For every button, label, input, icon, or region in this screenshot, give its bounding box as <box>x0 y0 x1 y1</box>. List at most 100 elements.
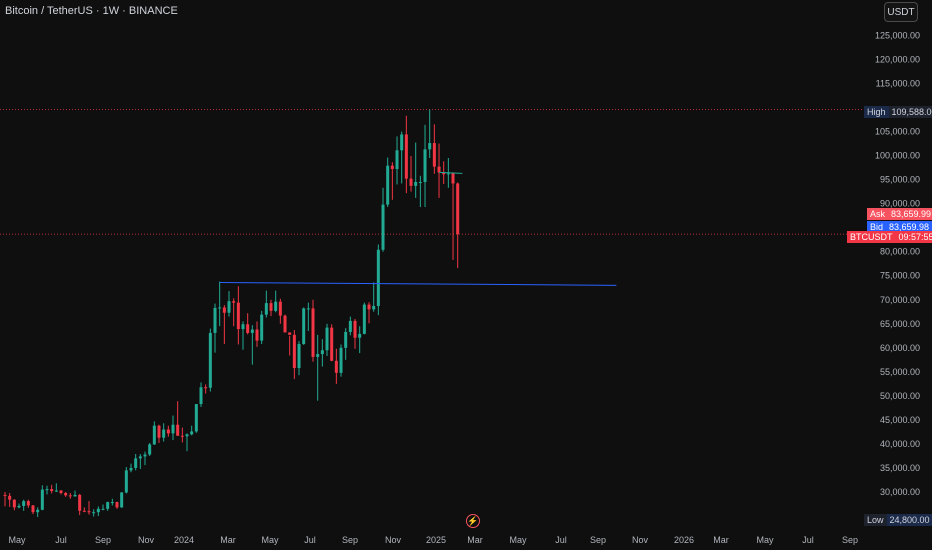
candle-body[interactable] <box>138 456 142 459</box>
candle-body[interactable] <box>166 429 170 434</box>
candle-body[interactable] <box>381 204 385 250</box>
candle-body[interactable] <box>124 470 128 493</box>
candle-body[interactable] <box>316 354 320 357</box>
candle-body[interactable] <box>185 434 189 437</box>
candle-body[interactable] <box>73 494 77 497</box>
candle-body[interactable] <box>120 492 124 508</box>
candle-body[interactable] <box>241 324 245 330</box>
candle-body[interactable] <box>456 183 460 235</box>
candle-body[interactable] <box>372 306 376 310</box>
candle-body[interactable] <box>353 320 357 338</box>
candle-body[interactable] <box>78 494 82 511</box>
candle-body[interactable] <box>451 173 455 184</box>
candle-body[interactable] <box>269 303 273 311</box>
candle-body[interactable] <box>344 331 348 348</box>
candle-body[interactable] <box>101 508 105 510</box>
candle-body[interactable] <box>162 429 166 438</box>
candle-body[interactable] <box>400 134 404 151</box>
candle-body[interactable] <box>227 301 231 313</box>
candle-body[interactable] <box>31 505 35 513</box>
candle-body[interactable] <box>278 301 282 316</box>
candle-body[interactable] <box>334 360 338 373</box>
candle-body[interactable] <box>446 173 450 175</box>
candle-body[interactable] <box>260 314 264 341</box>
candle-body[interactable] <box>311 308 315 357</box>
candle-body[interactable] <box>292 334 296 369</box>
candle-body[interactable] <box>358 333 362 338</box>
candle-body[interactable] <box>218 307 222 309</box>
candle-body[interactable] <box>194 404 198 432</box>
candle-body[interactable] <box>8 495 12 500</box>
candle-body[interactable] <box>199 387 203 405</box>
candle-body[interactable] <box>418 182 422 184</box>
candle-body[interactable] <box>190 431 194 435</box>
candle-body[interactable] <box>348 320 352 332</box>
candle-body[interactable] <box>152 425 156 445</box>
candle-body[interactable] <box>180 435 184 437</box>
candle-body[interactable] <box>222 307 226 313</box>
candle-body[interactable] <box>213 307 217 333</box>
candle-body[interactable] <box>428 143 432 150</box>
candle-body[interactable] <box>92 512 96 514</box>
candle-body[interactable] <box>320 350 324 355</box>
candle-body[interactable] <box>17 505 21 508</box>
candle-body[interactable] <box>288 332 292 335</box>
candle-body[interactable] <box>339 347 343 373</box>
candle-body[interactable] <box>129 467 133 471</box>
candle-body[interactable] <box>26 501 30 506</box>
candle-body[interactable] <box>40 489 44 510</box>
candle-body[interactable] <box>106 502 110 509</box>
candle-body[interactable] <box>232 301 236 303</box>
symbol-title[interactable]: Bitcoin / TetherUS · 1W · BINANCE <box>5 5 178 17</box>
candle-body[interactable] <box>68 495 72 497</box>
candle-body[interactable] <box>390 165 394 170</box>
candle-body[interactable] <box>3 494 7 496</box>
candle-body[interactable] <box>250 329 254 333</box>
candle-body[interactable] <box>362 304 366 334</box>
candle-body[interactable] <box>442 172 446 175</box>
candle-body[interactable] <box>45 489 49 491</box>
candle-body[interactable] <box>143 454 147 457</box>
candle-body[interactable] <box>176 424 180 436</box>
lightning-icon[interactable]: ⚡ <box>466 514 480 528</box>
candle-body[interactable] <box>36 509 40 513</box>
candle-body[interactable] <box>432 143 436 167</box>
candle-body[interactable] <box>148 444 152 455</box>
candle-body[interactable] <box>297 343 301 369</box>
candle-body[interactable] <box>367 304 371 310</box>
candle-body[interactable] <box>414 182 418 186</box>
candle-body[interactable] <box>306 308 310 310</box>
candle-body[interactable] <box>246 324 250 333</box>
candle-body[interactable] <box>171 424 175 434</box>
candle-body[interactable] <box>134 458 138 468</box>
candle-body[interactable] <box>236 302 240 330</box>
candle-body[interactable] <box>302 308 306 344</box>
candle-body[interactable] <box>115 502 119 508</box>
candle-body[interactable] <box>283 315 287 333</box>
candle-body[interactable] <box>325 327 329 351</box>
currency-button[interactable]: USDT <box>884 2 918 22</box>
candle-body[interactable] <box>386 165 390 205</box>
candle-body[interactable] <box>12 499 16 508</box>
candle-body[interactable] <box>208 332 212 388</box>
candle-body[interactable] <box>376 249 380 307</box>
candle-body[interactable] <box>255 329 259 341</box>
candle-body[interactable] <box>64 492 68 496</box>
candle-body[interactable] <box>110 502 114 504</box>
candle-body[interactable] <box>330 327 334 361</box>
candle-body[interactable] <box>437 166 441 173</box>
resistance-trend-line[interactable] <box>439 171 463 174</box>
candle-body[interactable] <box>274 301 278 311</box>
candle-body[interactable] <box>409 178 413 186</box>
candle-body[interactable] <box>96 508 100 513</box>
candle-body[interactable] <box>423 149 427 183</box>
candle-body[interactable] <box>54 490 58 492</box>
candle-body[interactable] <box>22 501 26 506</box>
candle-body[interactable] <box>204 387 208 389</box>
support-trend-line[interactable] <box>219 281 617 286</box>
candle-body[interactable] <box>404 134 408 179</box>
candle-body[interactable] <box>157 425 161 438</box>
candle-body[interactable] <box>59 490 63 493</box>
candle-body[interactable] <box>50 489 54 492</box>
